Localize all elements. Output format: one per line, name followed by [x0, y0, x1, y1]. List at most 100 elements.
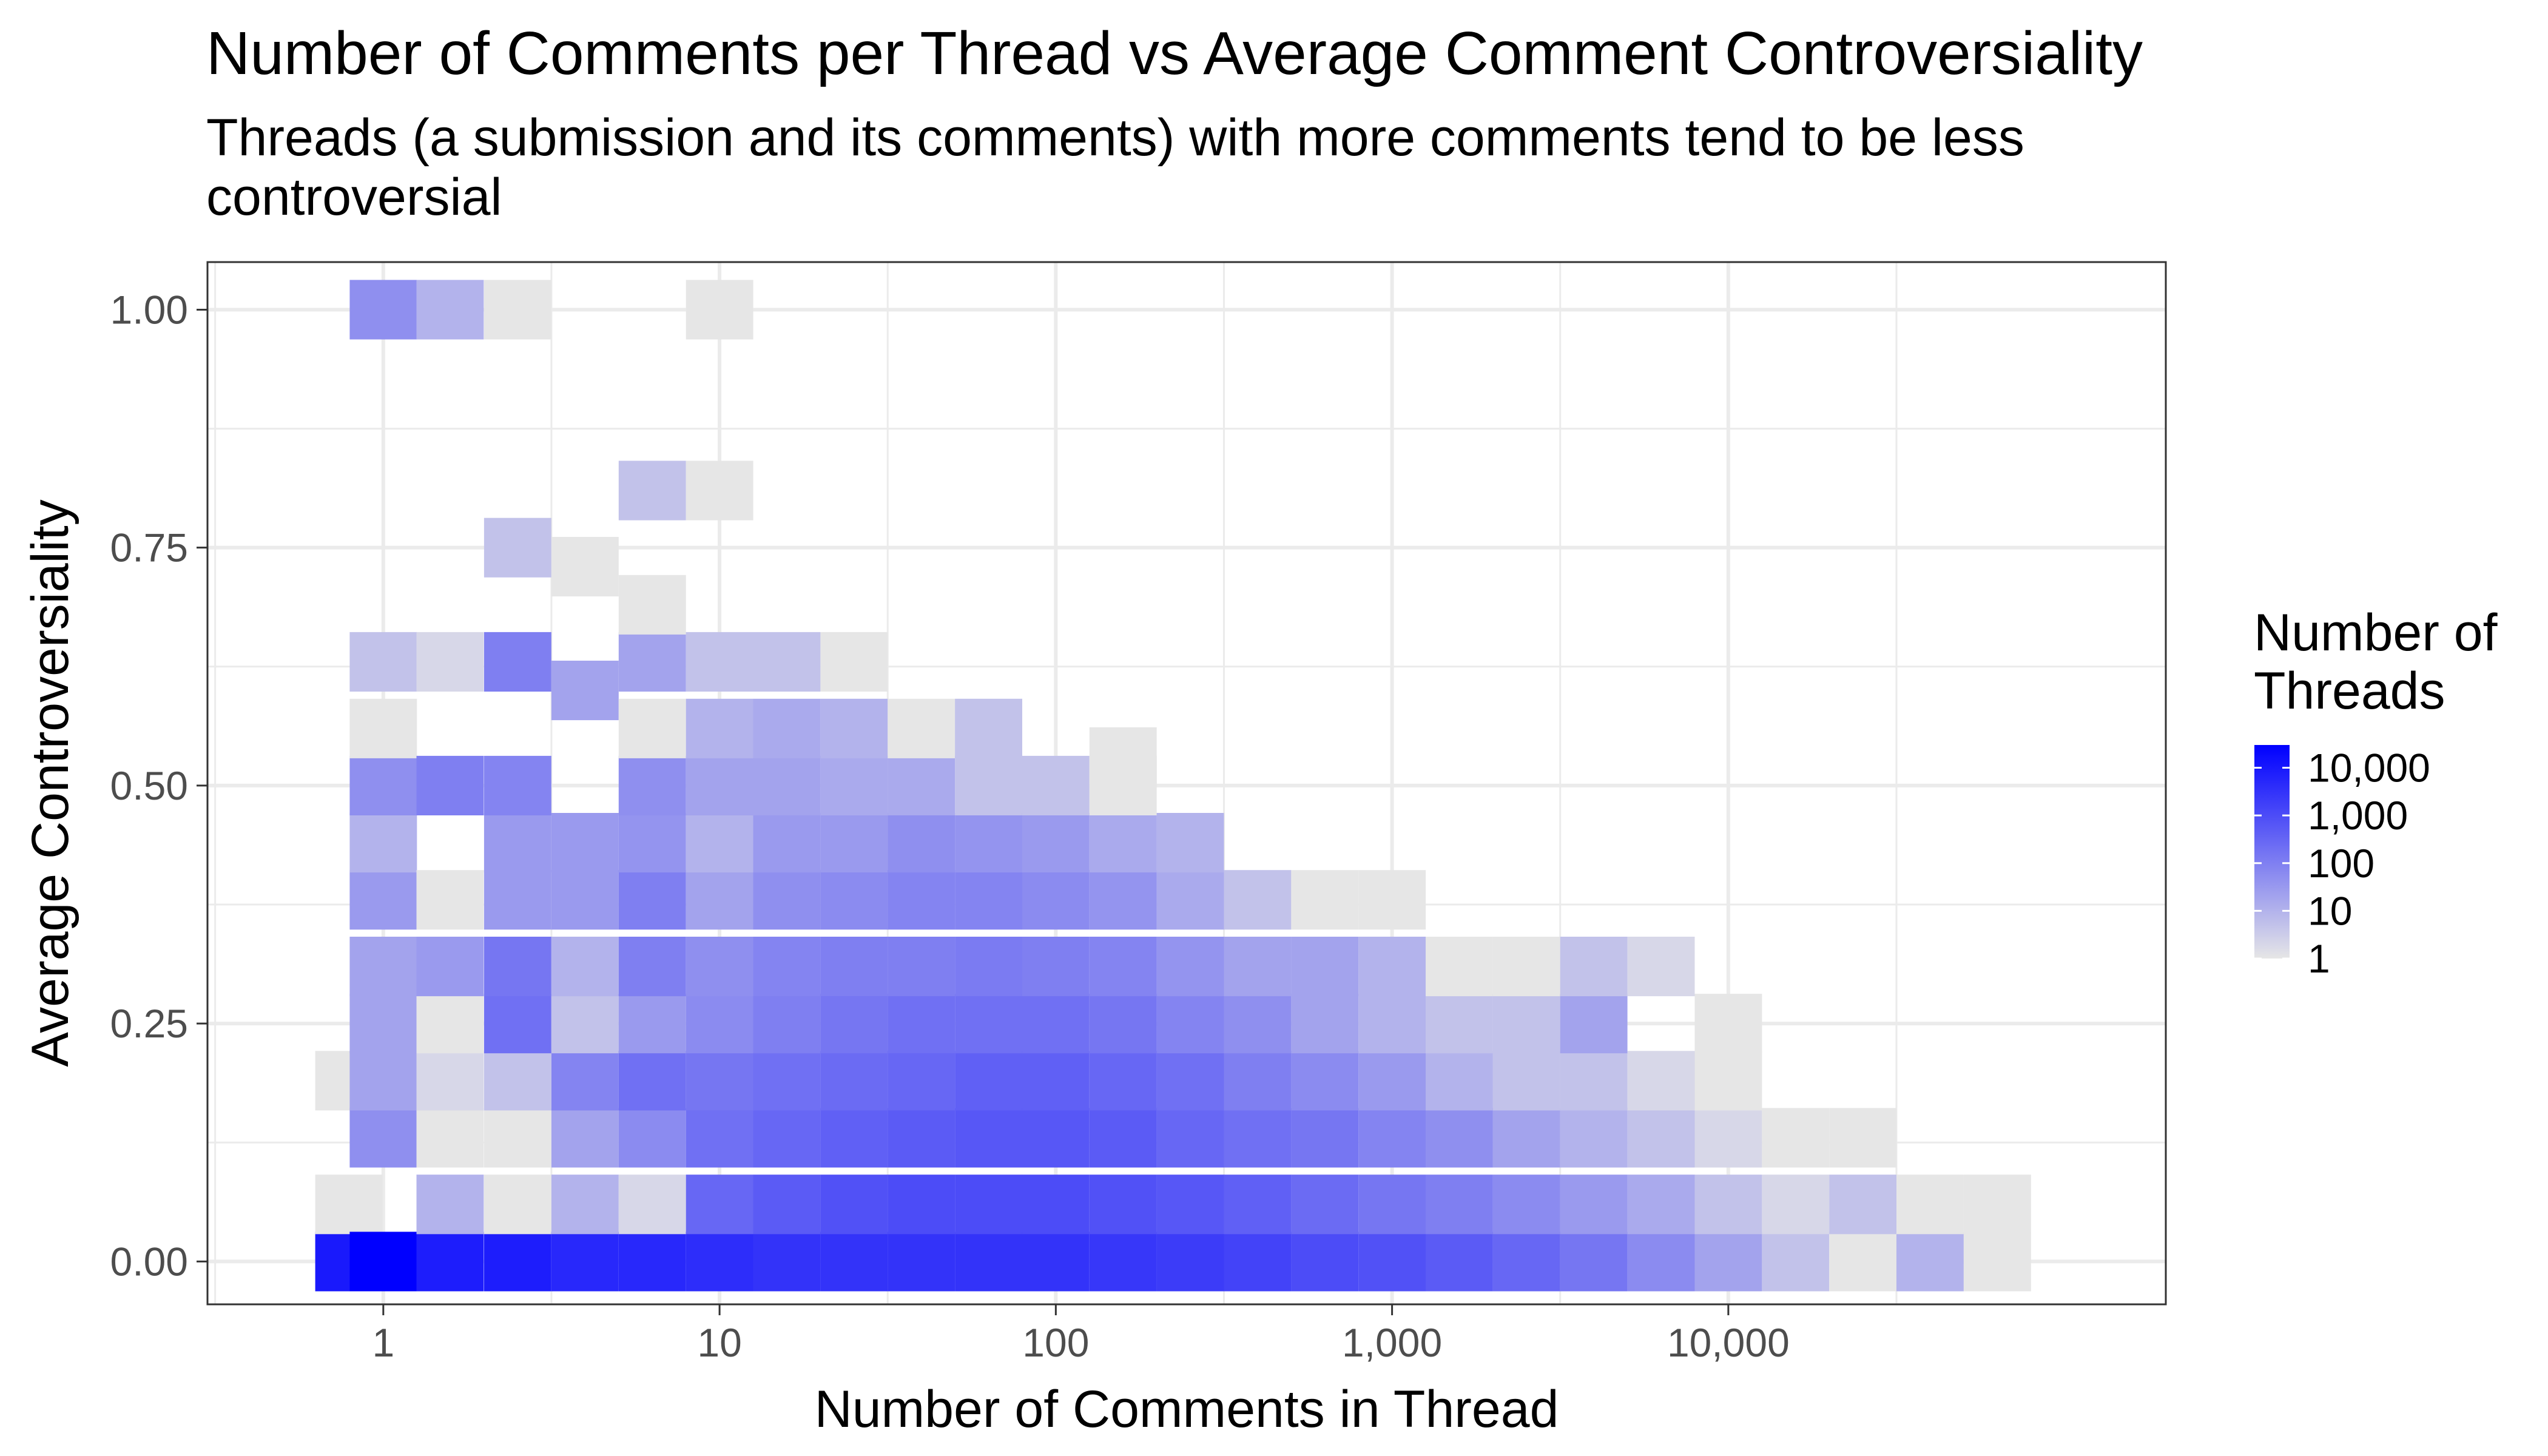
legend-title-line-2: Threads [2254, 662, 2445, 720]
legend-label: 10 [2308, 888, 2352, 933]
heatmap-tile [1426, 1051, 1493, 1111]
heatmap-tile [1560, 1051, 1628, 1111]
heatmap-tile [1694, 1232, 1762, 1292]
x-tick-label: 100 [1022, 1320, 1089, 1365]
heatmap-tile [618, 1108, 686, 1168]
chart-subtitle-line-2: controversial [206, 168, 502, 226]
plot-panel-border [206, 261, 2167, 1306]
heatmap-tile [1426, 1232, 1493, 1292]
heatmap-tile [1291, 870, 1359, 930]
heatmap-tile [888, 1051, 956, 1111]
heatmap-tile [955, 698, 1022, 758]
heatmap-tile [484, 517, 551, 578]
heatmap-tile [1627, 1051, 1695, 1111]
heatmap-tile [618, 698, 686, 758]
heatmap-tile [1492, 1232, 1560, 1292]
heatmap-tile [955, 1108, 1022, 1168]
heatmap-tile [1156, 1232, 1224, 1292]
heatmap-tile [1560, 1108, 1628, 1168]
heatmap-tile [1291, 937, 1359, 997]
heatmap-tile [1156, 870, 1224, 930]
heatmap-tile [888, 994, 956, 1054]
heatmap-tile [315, 1175, 383, 1235]
heatmap-tile [820, 632, 888, 692]
heatmap-tile [1224, 937, 1292, 997]
heatmap-tile [686, 1175, 753, 1235]
heatmap-tile [551, 1232, 619, 1292]
heatmap-tile [349, 755, 417, 815]
heatmap-tile [349, 1051, 417, 1111]
heatmap-tile [1291, 1232, 1359, 1292]
heatmap-tile [349, 937, 417, 997]
heatmap-tile [888, 755, 956, 815]
heatmap-tile [484, 994, 551, 1054]
heatmap-tile [1358, 1108, 1426, 1168]
heatmap-tile [416, 280, 484, 340]
heatmap-tile [484, 1108, 551, 1168]
heatmap-tile [955, 994, 1022, 1054]
x-tick-label: 1 [372, 1320, 394, 1365]
heatmap-tile [1291, 1051, 1359, 1111]
heatmap-tile [484, 1175, 551, 1235]
heatmap-tile [820, 813, 888, 873]
legend-color-bar [2254, 745, 2290, 959]
heatmap-tile [1694, 1051, 1762, 1111]
heatmap-tile [1224, 994, 1292, 1054]
chart-subtitle-line-1: Threads (a submission and its comments) … [206, 109, 2024, 167]
heatmap-tile [955, 1051, 1022, 1111]
y-tick-label: 0.25 [110, 1001, 188, 1046]
heatmap-tile [1627, 937, 1695, 997]
heatmap-tile [1291, 1108, 1359, 1168]
heatmap-tile [484, 280, 551, 340]
heatmap-tile [551, 1175, 619, 1235]
heatmap-tile [888, 813, 956, 873]
heatmap-tile [1627, 1232, 1695, 1292]
heatmap-tile [1358, 1175, 1426, 1235]
heatmap-tile [1896, 1232, 1964, 1292]
heatmap-tile [1089, 1108, 1157, 1168]
heatmap-tile [1963, 1175, 2031, 1235]
x-tick-label: 10,000 [1667, 1320, 1790, 1365]
heatmap-tile [820, 870, 888, 930]
heatmap-tile [1156, 994, 1224, 1054]
legend-label: 1 [2308, 936, 2330, 981]
heatmap-tile [686, 937, 753, 997]
heatmap-tile [618, 870, 686, 930]
heatmap-tile [416, 1232, 484, 1292]
heatmap-tile [955, 1232, 1022, 1292]
heatmap-tile [686, 1108, 753, 1168]
heatmap-tile [1156, 937, 1224, 997]
heatmap-tile [888, 870, 956, 930]
heatmap-tile [1089, 870, 1157, 930]
heatmap-tile [416, 1108, 484, 1168]
heatmap-tile [551, 537, 619, 597]
heatmap-tile [753, 698, 821, 758]
heatmap-tile [484, 755, 551, 815]
y-tick-label: 0.00 [110, 1239, 188, 1284]
heatmap-tile [416, 1175, 484, 1235]
heatmap-tile [686, 1232, 753, 1292]
heatmap-tile [955, 937, 1022, 997]
heatmap-tile [1022, 1175, 1090, 1235]
heatmap-tile [1492, 1051, 1560, 1111]
heatmap-tile [416, 632, 484, 692]
heatmap-tile [1156, 813, 1224, 873]
y-tick-label: 1.00 [110, 287, 188, 332]
heatmap-tile [955, 870, 1022, 930]
heatmap-tile [551, 813, 619, 873]
heatmap-tile [349, 698, 417, 758]
heatmap-tile [618, 1232, 686, 1292]
x-tick-label: 10 [697, 1320, 741, 1365]
heatmap-tile [686, 632, 753, 692]
heatmap-tile [1089, 1232, 1157, 1292]
heatmap-tile [349, 870, 417, 930]
heatmap-tile [1560, 1232, 1628, 1292]
heatmap-tile [1358, 1232, 1426, 1292]
legend-label: 10,000 [2308, 746, 2430, 790]
heatmap-tile [349, 813, 417, 873]
y-tick-label: 0.50 [110, 763, 188, 808]
heatmap-tile [1291, 1175, 1359, 1235]
heatmap-tile [416, 755, 484, 815]
heatmap-tile [1089, 994, 1157, 1054]
